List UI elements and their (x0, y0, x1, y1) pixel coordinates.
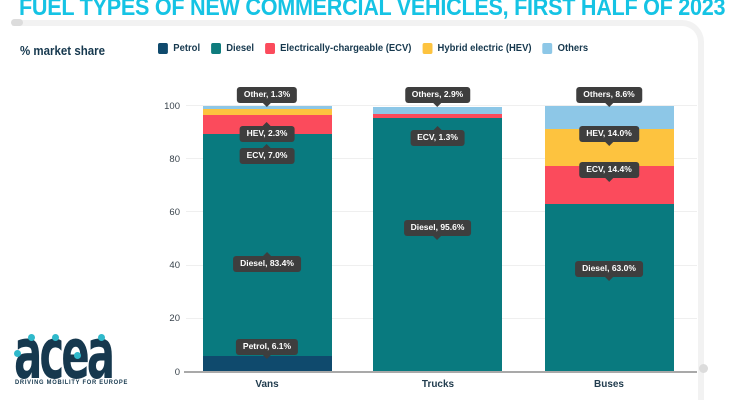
bar-trucks (373, 106, 502, 372)
legend-item-petrol[interactable]: Petrol (158, 42, 200, 54)
logo-dot-icon (98, 334, 105, 341)
callout-arrow-up-icon (433, 126, 442, 130)
data-label-trucks-ecv: ECV, 1.3% (410, 126, 465, 147)
logo-dot-icon (14, 350, 21, 357)
legend-swatch-icon (422, 42, 433, 54)
y-axis-title: % market share (20, 44, 106, 58)
logo-dot-icon (28, 334, 35, 341)
callout-arrow-down-icon (605, 142, 613, 147)
callout-arrow-down-icon (605, 178, 613, 183)
acea-wordmark: acea (14, 313, 115, 395)
bar-buses (544, 106, 674, 372)
callout-arrow-up-icon (262, 122, 271, 126)
segment-buses-diesel[interactable] (544, 204, 674, 372)
x-axis-line (184, 371, 697, 373)
legend-label: Electrically-chargeable (ECV) (280, 42, 412, 54)
x-label-buses: Buses (594, 378, 624, 390)
legend-item-hybrid-electric-hev[interactable]: Hybrid electric (HEV) (422, 42, 532, 54)
data-label-buses-diesel: Diesel, 63.0% (575, 261, 643, 282)
callout-arrow-down-icon (263, 355, 271, 360)
gridline-100 (186, 105, 697, 106)
data-label-vans-petrol: Petrol, 6.1% (235, 339, 299, 360)
data-label-vans-other: Other, 1.3% (236, 87, 298, 108)
y-axis: 0 20 40 60 80 100 (150, 101, 180, 378)
data-label-text: HEV, 14.0% (586, 128, 632, 138)
data-label-vans-hev: HEV, 2.3% (239, 122, 295, 143)
segment-buses-others[interactable] (544, 106, 674, 129)
legend: Petrol Diesel Electrically-chargeable (ECV… (158, 42, 588, 54)
acea-logo: acea DRIVING MOBILITY FOR EUROPE (14, 319, 136, 394)
scrollbar-thumb-vertical[interactable] (699, 364, 708, 373)
data-label-text: Petrol, 6.1% (242, 341, 292, 351)
logo-dot-icon (52, 334, 59, 341)
callout-arrow-down-icon (605, 103, 613, 108)
callout-arrow-up-icon (263, 252, 271, 256)
data-label-text: Diesel, 95.6% (410, 222, 465, 232)
callout-arrow-up-icon (262, 144, 271, 148)
callout-arrow-down-icon (433, 103, 442, 108)
y-tick-0: 0 (174, 366, 180, 378)
callout-arrow-down-icon (433, 236, 442, 241)
legend-item-electrically-chargeable-ecv[interactable]: Electrically-chargeable (ECV) (264, 42, 412, 54)
data-label-trucks-others: Others, 2.9% (404, 87, 471, 108)
data-label-buses-others: Others, 8.6% (576, 87, 642, 108)
legend-label: Others (557, 42, 589, 54)
segment-vans-diesel[interactable] (202, 133, 332, 356)
data-label-vans-ecv: ECV, 7.0% (239, 144, 295, 165)
callout-arrow-down-icon (263, 103, 271, 108)
segment-vans-hybrid-electric-hev[interactable] (202, 109, 332, 116)
legend-item-others[interactable]: Others (542, 42, 588, 54)
y-tick-60: 60 (169, 206, 180, 218)
plot-area: Vans Other, 1.3% HEV, 2.3% ECV, 7.0% Diesel,… (184, 87, 697, 390)
y-tick-100: 100 (164, 100, 180, 112)
data-label-trucks-diesel: Diesel, 95.6% (403, 220, 472, 241)
data-label-text: Others, 8.6% (583, 89, 635, 99)
legend-item-diesel[interactable]: Diesel (210, 42, 255, 54)
y-tick-40: 40 (169, 260, 180, 272)
callout-arrow-down-icon (605, 277, 613, 282)
data-label-text: Others, 2.9% (411, 89, 464, 99)
data-label-buses-hev: HEV, 14.0% (579, 126, 639, 147)
page-title: FUEL TYPES OF NEW COMMERCIAL VEHICLES, F… (19, 0, 726, 21)
logo-dot-icon (74, 352, 81, 359)
segment-trucks-diesel[interactable] (373, 117, 502, 372)
legend-swatch-icon (264, 42, 275, 54)
legend-swatch-icon (210, 42, 221, 54)
data-label-text: ECV, 1.3% (417, 132, 458, 142)
scrollbar-thumb-horizontal[interactable] (11, 19, 23, 26)
legend-swatch-icon (542, 42, 553, 54)
data-label-vans-diesel: Diesel, 83.4% (233, 252, 301, 273)
legend-label: Petrol (173, 42, 201, 54)
data-label-text: Other, 1.3% (243, 89, 291, 99)
x-label-trucks: Trucks (421, 378, 454, 390)
legend-label: Diesel (226, 42, 255, 54)
y-tick-80: 80 (169, 153, 180, 165)
legend-label: Hybrid electric (HEV) (437, 42, 532, 54)
acea-tagline: DRIVING MOBILITY FOR EUROPE (15, 379, 129, 386)
x-label-vans: Vans (255, 378, 279, 390)
segment-vans-others[interactable] (202, 105, 332, 110)
data-label-text: Diesel, 63.0% (582, 263, 636, 273)
data-label-text: Diesel, 83.4% (240, 258, 294, 268)
y-tick-20: 20 (169, 313, 180, 325)
data-label-text: HEV, 2.3% (246, 128, 288, 138)
bar-vans (202, 105, 332, 372)
data-label-buses-ecv: ECV, 14.4% (579, 162, 639, 183)
segment-trucks-electrically-chargeable-ecv[interactable] (373, 114, 502, 118)
legend-swatch-icon (158, 42, 168, 54)
data-label-text: ECV, 14.4% (586, 164, 632, 174)
segment-vans-petrol[interactable] (202, 355, 332, 372)
segment-trucks-others[interactable] (373, 106, 502, 115)
data-label-text: ECV, 7.0% (246, 150, 288, 160)
